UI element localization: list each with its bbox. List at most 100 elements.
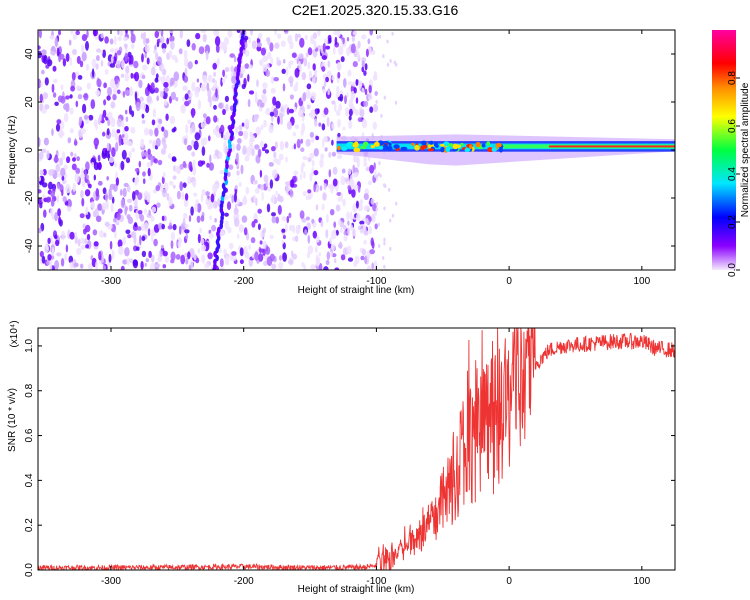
spectrogram-noise-cell — [290, 179, 295, 188]
y-tick-label: 1.0 — [24, 339, 35, 353]
spectrogram-noise-cell — [363, 193, 369, 201]
spectrogram-noise-cell — [155, 137, 161, 147]
spectrogram-noise-cell — [194, 87, 200, 98]
spectrogram-noise-cell — [221, 78, 226, 84]
spectrogram-x-label: Height of straight line (km) — [298, 285, 415, 296]
spectrogram-noise-cell — [361, 34, 367, 40]
y-tick-label: 0.6 — [24, 428, 35, 442]
spectrogram-noise-cell — [96, 55, 100, 61]
spectrogram-noise-cell — [243, 35, 249, 41]
spectrogram-noise-cell — [93, 137, 100, 147]
spectrogram-noise-cell — [85, 40, 89, 51]
spectrogram-noise-cell — [134, 168, 140, 172]
spectrogram-noise-cell — [194, 202, 198, 213]
spectrogram-noise-cell — [57, 208, 61, 217]
spectrogram-noise-cell — [63, 164, 68, 170]
spectrogram-noise-cell — [283, 59, 286, 64]
spectrogram-noise-cell — [368, 84, 372, 94]
spectrogram-noise-cell — [257, 148, 262, 158]
carrier-blob — [440, 146, 445, 153]
spectrogram-noise-cell — [197, 99, 201, 110]
spectrogram-noise-cell — [320, 219, 324, 228]
spectrogram-noise-cell — [146, 57, 150, 65]
spectrogram-noise-cell — [300, 129, 304, 136]
spectrogram-noise-cell — [96, 78, 102, 88]
spectrogram-noise-cell — [315, 135, 320, 141]
spectrogram-noise-cell — [255, 197, 258, 206]
spectrogram-noise-cell — [111, 249, 115, 260]
spectrogram-noise-cell — [76, 247, 82, 256]
spectrogram-noise-cell — [72, 48, 77, 56]
spectrogram-noise-cell — [263, 260, 268, 266]
spectrogram-noise-cell — [238, 124, 243, 131]
spectrogram-noise-cell — [333, 30, 338, 36]
y-tick-label: 20 — [24, 96, 35, 108]
spectrogram-noise-cell — [184, 100, 190, 107]
spectrogram-noise-cell — [114, 47, 118, 53]
spectrogram-noise-cell — [218, 102, 223, 109]
spectrogram-noise-cell — [391, 213, 395, 218]
spectrogram-noise-cell — [312, 230, 317, 239]
spectrogram-noise-cell — [305, 52, 309, 58]
spectrogram-noise-cell — [197, 248, 201, 254]
spectrogram-noise-cell — [169, 116, 176, 124]
spectrogram-noise-cell — [237, 233, 240, 240]
spectrogram-noise-cell — [187, 176, 192, 184]
spectrogram-noise-cell — [333, 258, 337, 264]
spectrogram-noise-cell — [195, 199, 199, 205]
spectrogram-noise-cell — [143, 222, 149, 232]
spectrogram-noise-cell — [222, 108, 226, 116]
spectrogram-noise-cell — [297, 109, 304, 118]
spectrogram-noise-cell — [248, 90, 255, 95]
spectrogram-noise-cell — [202, 113, 207, 119]
spectrogram-noise-cell — [81, 167, 84, 176]
spectrogram-noise-cell — [354, 255, 360, 265]
spectrogram-noise-cell — [161, 137, 167, 146]
spectrogram-noise-cell — [378, 244, 381, 248]
spectrogram-noise-cell — [144, 208, 147, 215]
spectrogram-noise-cell — [288, 108, 295, 114]
spectrogram-noise-cell — [323, 80, 327, 87]
spectrogram-noise-cell — [109, 63, 116, 68]
spectrogram-noise-cell — [256, 42, 262, 48]
spectrogram-noise-cell — [186, 39, 191, 47]
spectrogram-noise-cell — [336, 109, 341, 117]
spectrogram-noise-cell — [259, 59, 264, 67]
spectrogram-noise-cell — [265, 63, 270, 69]
spectrogram-noise-cell — [219, 41, 226, 50]
spectrogram-noise-cell — [313, 170, 319, 176]
spectrogram-noise-cell — [321, 123, 326, 131]
spectrogram-noise-cell — [357, 160, 360, 169]
spectrogram-noise-cell — [158, 251, 161, 262]
carrier-blob — [435, 144, 439, 148]
spectrogram-noise-cell — [51, 83, 55, 93]
spectrogram-noise-cell — [154, 87, 159, 94]
spectrogram-noise-cell — [224, 95, 229, 103]
spectrogram-noise-cell — [260, 184, 264, 191]
spectrogram-noise-cell — [303, 264, 306, 270]
spectrogram-y-label: Frequency (Hz) — [7, 116, 18, 185]
spectrogram-noise-cell — [334, 102, 337, 113]
spectrogram-noise-cell — [236, 198, 240, 205]
spectrogram-noise-cell — [205, 50, 209, 61]
spectrogram-noise-cell — [110, 55, 114, 63]
spectrogram-noise-cell — [364, 255, 368, 265]
spectrogram-noise-cell — [125, 116, 129, 122]
spectrogram-noise-cell — [151, 119, 156, 126]
spectrogram-noise-cell — [183, 212, 188, 219]
spectrogram-noise-cell — [54, 37, 58, 47]
spectrogram-noise-cell — [234, 217, 240, 228]
spectrogram-noise-cell — [116, 212, 121, 221]
spectrogram-noise-cell — [195, 32, 201, 40]
spectrogram-noise-cell — [205, 116, 211, 125]
spectrogram-noise-cell — [260, 140, 264, 148]
spectrogram-noise-cell — [121, 59, 125, 69]
spectrogram-noise-cell — [52, 65, 57, 72]
spectrogram-noise-cell — [91, 58, 97, 68]
spectrogram-noise-cell — [264, 149, 270, 154]
spectrogram-noise-cell — [337, 154, 343, 159]
spectrogram-noise-cell — [325, 76, 329, 83]
spectrogram-noise-cell — [236, 170, 240, 176]
spectrogram-noise-cell — [131, 147, 136, 153]
spectrogram-noise-cell — [156, 202, 161, 208]
